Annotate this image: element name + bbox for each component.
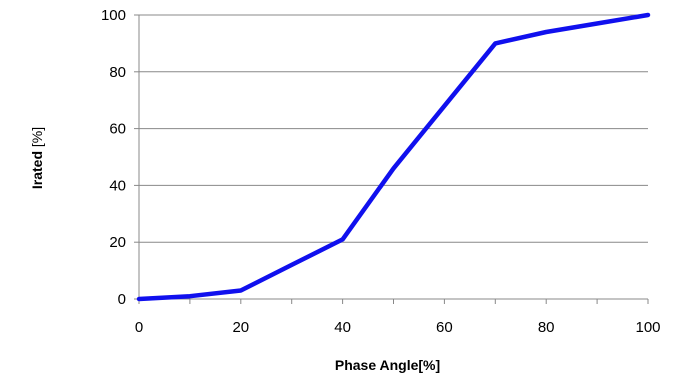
axes [134, 14, 649, 304]
y-tick-label-20: 20 [109, 234, 126, 251]
y-tick-label-40: 40 [109, 177, 126, 194]
y-tick-label-100: 100 [101, 7, 126, 24]
x-tick-label-100: 100 [635, 319, 660, 336]
grid-lines [139, 14, 648, 243]
x-tick-label-20: 20 [232, 319, 249, 336]
y-tick-label-60: 60 [109, 121, 126, 138]
x-tick-label-80: 80 [538, 319, 555, 336]
y-tick-labels: 0 20 40 60 80 100 [101, 7, 126, 308]
x-axis-title: Phase Angle[%] [335, 357, 440, 373]
y-axis-title-unit: [%] [29, 127, 45, 151]
series-layer [136, 12, 651, 302]
y-axis-title-main: Irated [29, 151, 45, 189]
y-tick-label-0: 0 [118, 291, 126, 308]
series-line-0 [136, 12, 651, 302]
y-axis-title: Irated [%] [29, 127, 45, 189]
y-tick-label-80: 80 [109, 64, 126, 81]
x-tick-label-60: 60 [436, 319, 453, 336]
x-tick-label-0: 0 [135, 319, 143, 336]
x-tick-labels: 0 20 40 60 80 100 [135, 319, 661, 336]
x-tick-label-40: 40 [334, 319, 351, 336]
